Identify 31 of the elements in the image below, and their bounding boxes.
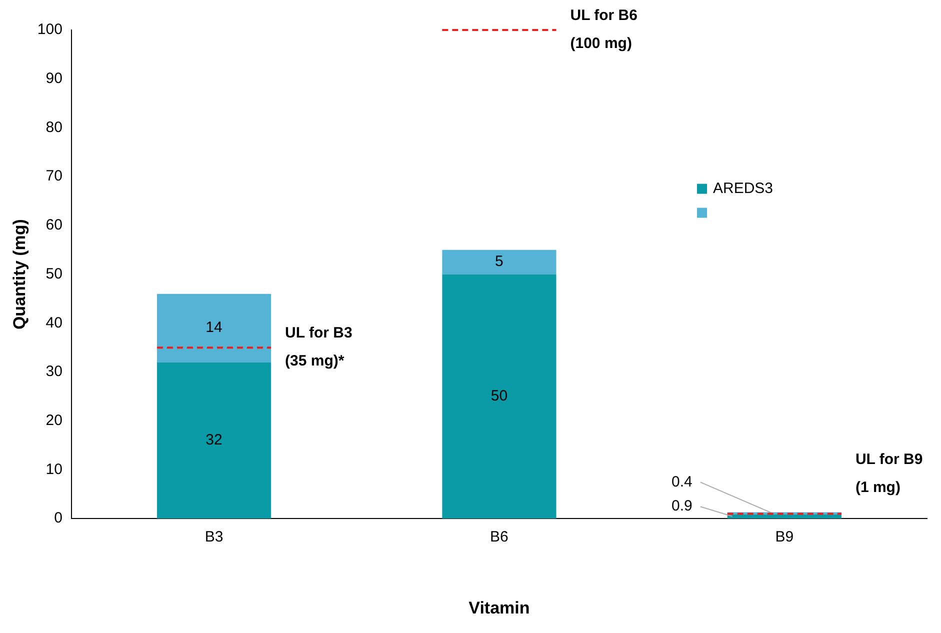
y-tick-label: 10: [46, 460, 62, 478]
legend-label: AREDS3: [713, 180, 774, 197]
x-tick-label: B6: [490, 528, 508, 546]
y-tick-label: 70: [46, 168, 62, 185]
bar: [156, 362, 272, 519]
data-label: 32: [206, 432, 222, 449]
y-tick-label: 80: [46, 118, 62, 136]
data-label: 14: [206, 319, 222, 336]
y-tick-label: 30: [46, 363, 62, 380]
y-tick-label: 90: [46, 70, 62, 87]
bar: [442, 274, 556, 519]
data-label: 0.9: [672, 498, 692, 515]
ref-line-label: UL for B3 (35 mg)*: [285, 324, 352, 370]
bar: [727, 514, 842, 519]
data-label: 0.4: [672, 473, 692, 490]
bar: [156, 294, 272, 362]
data-label: 50: [490, 388, 508, 405]
y-tick-label: 0: [54, 510, 62, 527]
y-tick-label: 40: [46, 314, 62, 332]
x-tick-label: B9: [775, 528, 794, 546]
y-tick-label: 100: [37, 21, 62, 38]
x-tick-label: B3: [204, 528, 224, 546]
ref-line-label: UL for B9 (1 mg): [855, 450, 923, 496]
y-tick-label: 50: [46, 265, 62, 282]
ref-line-label: UL for B6 (100 mg): [570, 7, 638, 52]
y-axis-title: Quantity (mg): [10, 219, 29, 330]
bar: [442, 250, 556, 274]
y-tick-label: 20: [46, 412, 62, 430]
y-tick-label: 60: [46, 216, 62, 234]
data-label: 5: [495, 253, 504, 270]
x-axis-title: Vitamin: [468, 598, 530, 618]
